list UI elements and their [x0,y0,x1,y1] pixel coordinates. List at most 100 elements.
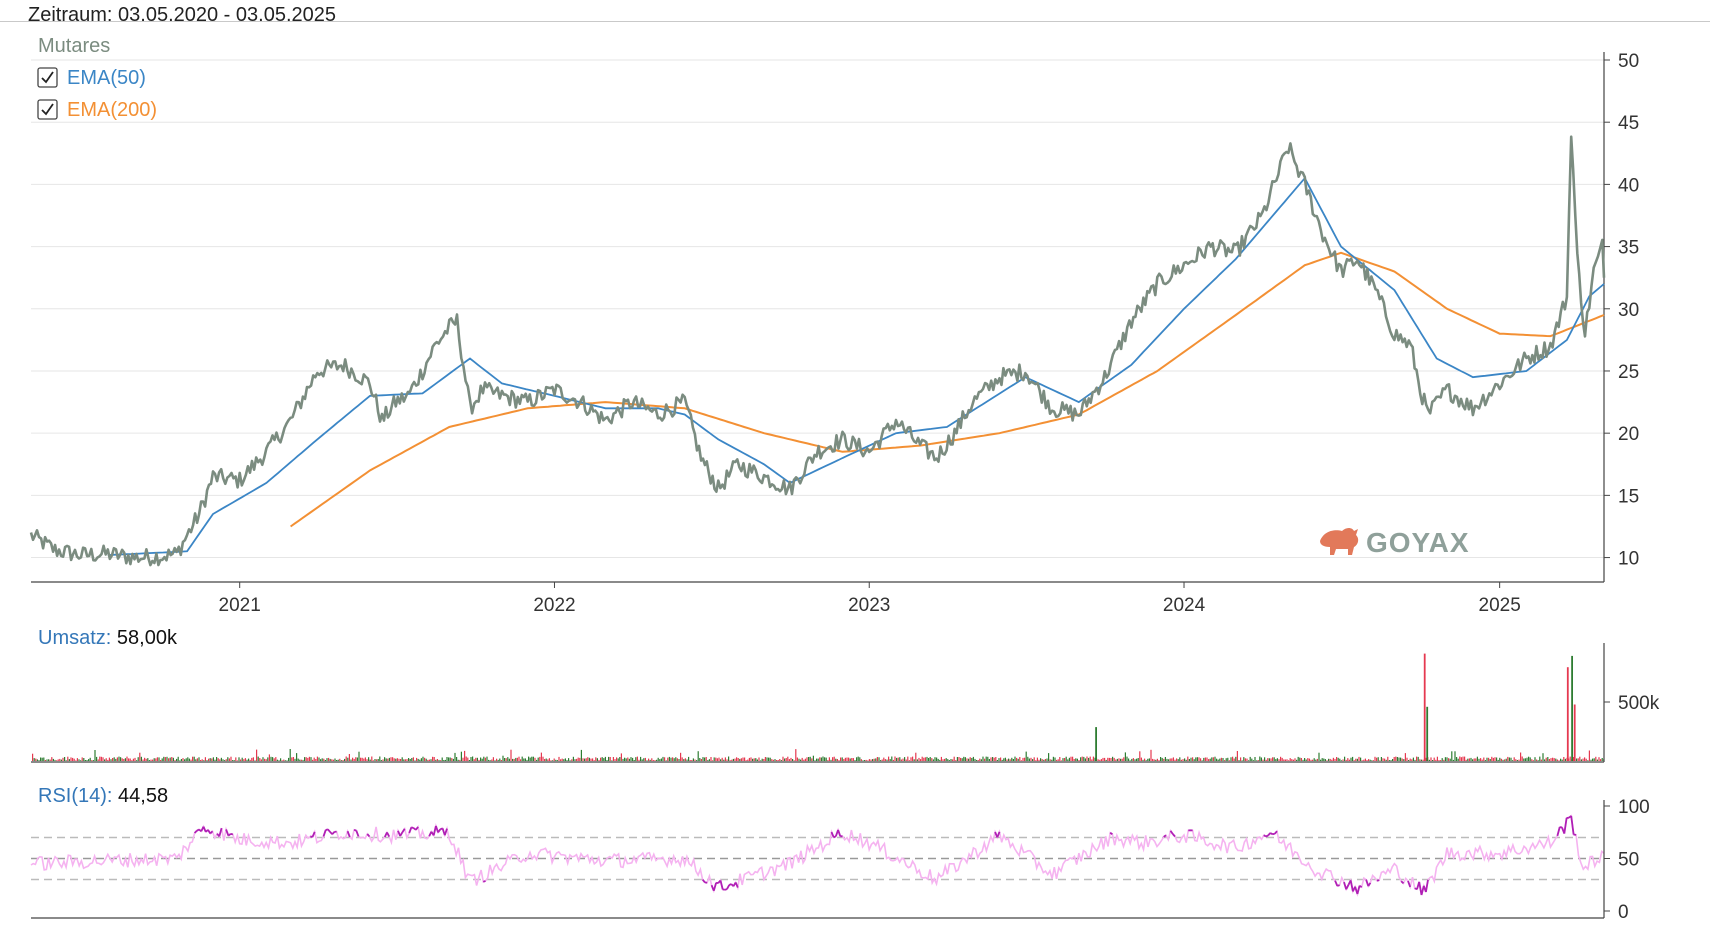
volume-bar [1569,756,1571,761]
volume-bar [1331,759,1333,761]
volume-bar [324,760,326,761]
volume-bar [1524,758,1526,761]
volume-bar [100,756,102,761]
volume-bar [1462,756,1464,761]
volume-bar [979,758,981,761]
volume-bar [270,756,272,761]
volume-bar [1072,756,1074,761]
volume-bar [284,760,286,761]
volume-bar [267,757,269,761]
volume-bar [475,757,477,761]
volume-bar [1006,759,1008,761]
volume-bar [316,756,318,761]
rsi-tick-label: 50 [1618,850,1639,871]
volume-bar [1225,758,1227,761]
volume-bar [384,757,386,761]
volume-bar [468,760,470,761]
ema200-checkbox[interactable] [37,99,58,120]
volume-bar [1460,757,1462,761]
volume-bar [736,757,738,761]
volume-bar [1392,759,1394,761]
volume-bar [934,757,936,761]
volume-bar [820,757,822,761]
volume-bar [169,757,171,761]
volume-bar [977,760,979,761]
volume-bar [988,759,990,761]
rsi-extreme-segment [196,828,200,832]
volume-bar [600,757,602,761]
volume-bar [46,759,48,761]
volume-bar [649,759,651,761]
ema50-checkbox[interactable] [37,67,58,88]
volume-bar [1241,760,1243,761]
volume-bar [1480,758,1482,761]
volume-bar [1259,756,1261,761]
rsi-extreme-segment [712,882,717,892]
volume-bar [390,757,392,761]
volume-bar [188,758,190,761]
volume-bar [1593,758,1595,761]
volume-spike-bar [1426,706,1429,761]
volume-bar [121,758,123,761]
volume-bar [1091,759,1093,761]
volume-bar [1563,757,1565,761]
volume-bar [611,760,613,761]
rsi-extreme-segment [1376,879,1380,882]
bull-logo-icon [1320,528,1359,555]
volume-bar [1062,758,1064,761]
rsi-extreme-segment [1172,833,1176,838]
volume-bar [184,759,186,761]
volume-bar [987,756,989,761]
volume-bar [185,758,187,761]
volume-bar [657,757,659,761]
volume-bar [912,756,914,761]
volume-bar [1355,758,1357,761]
volume-bar [294,758,296,761]
volume-bar [1304,758,1306,761]
volume-bar [315,759,317,761]
volume-bar [571,759,573,761]
volume-bar [409,759,411,761]
volume-bar [993,757,995,761]
volume-bar [1164,757,1166,761]
legend-ema50[interactable]: EMA(50) [37,67,146,89]
volume-bar [1129,760,1131,761]
volume-bar [1020,760,1022,761]
volume-bar [830,759,832,761]
volume-bar [612,757,614,761]
volume-bar [1208,759,1210,761]
volume-bar [1299,757,1301,761]
volume-bar [462,757,464,761]
volume-bar [352,757,354,761]
volume-bar [1265,759,1267,761]
volume-bar [974,758,976,761]
volume-bar [1409,758,1411,761]
volume-bar [217,758,219,761]
volume-bar [1252,760,1254,761]
volume-bar [1486,757,1488,761]
volume-bar [960,757,962,761]
volume-bar [52,758,54,761]
volume-bar [1171,758,1173,761]
volume-bar [225,759,227,761]
volume-bar [43,757,45,761]
volume-bar [827,760,829,761]
volume-bar [1401,758,1403,761]
volume-bar [694,759,696,761]
legend-ema200[interactable]: EMA(200) [37,99,157,121]
rsi-extreme-segment [366,833,371,838]
volume-bar [572,756,574,761]
rsi-extreme-segment [1356,885,1361,895]
volume-bar [403,759,405,761]
volume-bar [724,757,726,761]
volume-bar [107,759,109,761]
volume-bar [1428,759,1430,761]
volume-bar [744,757,746,761]
volume-bar [1032,759,1034,761]
volume-bar [764,757,766,761]
volume-bar [1438,760,1440,761]
volume-bar [905,759,907,761]
volume-bar [803,759,805,761]
volume-bar [948,760,950,761]
